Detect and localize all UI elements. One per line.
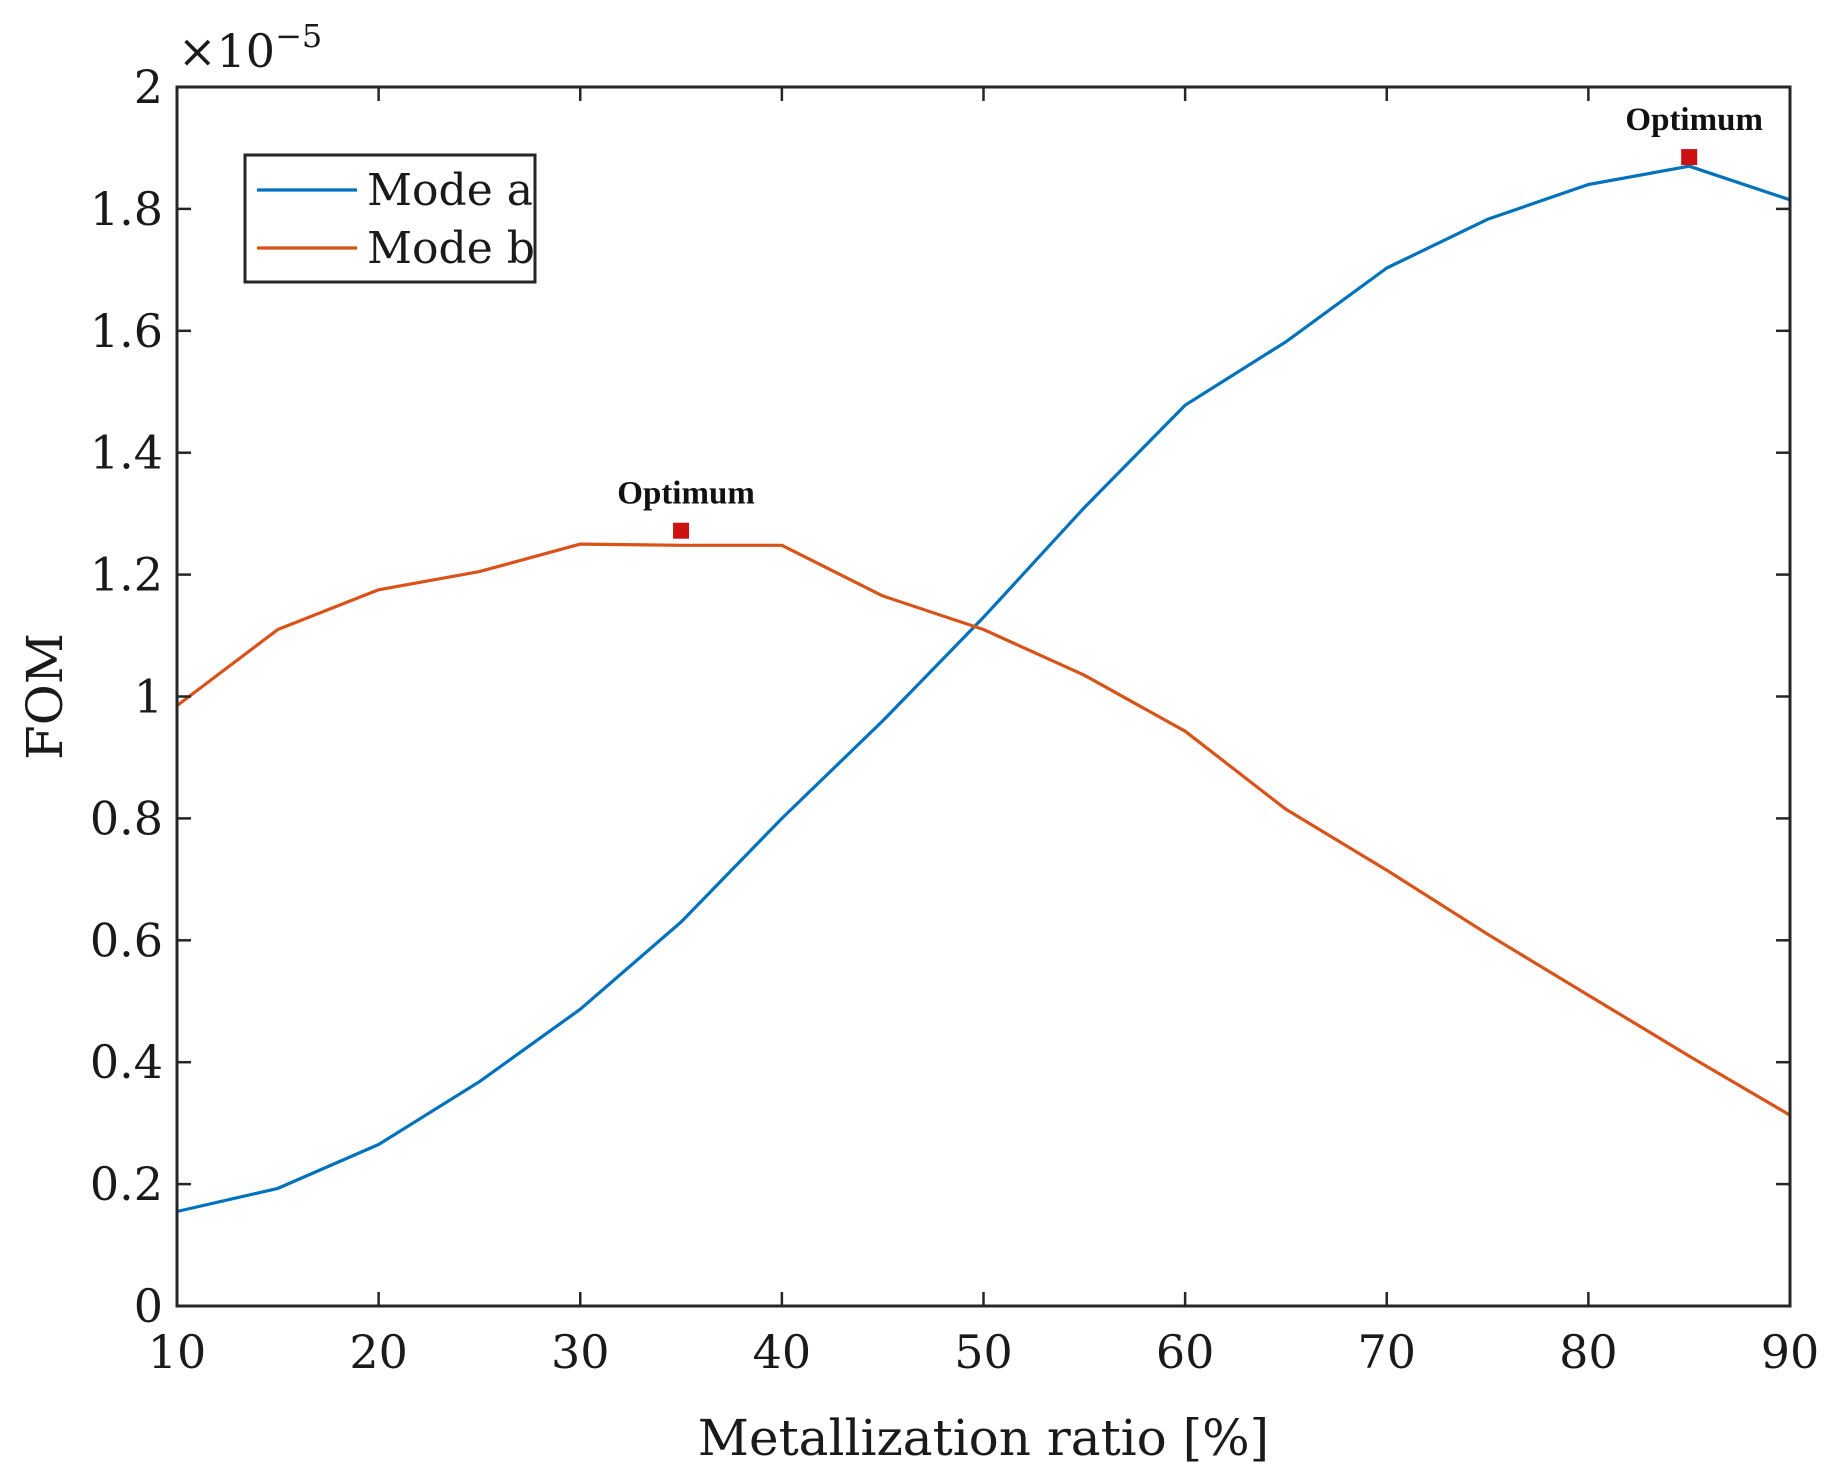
tick-labels: 10 20 30 40 50 60 70 80 90 0 0.2 0.4 0.6 0.8 1 1.2 1.4 1.… [90,60,1819,1379]
x-tick-label: 20 [349,1325,408,1379]
axis-ticks [175,85,1792,1308]
y-tick-label: 0.6 [90,913,163,967]
x-tick-label: 40 [753,1325,812,1379]
x-tick-label: 90 [1761,1325,1820,1379]
y-axis-title: FOM [16,633,74,760]
optimum-label: Optimum [1625,102,1763,138]
plot-lines [176,164,1791,1214]
x-tick-label: 80 [1559,1325,1618,1379]
x-axis-title: Metallization ratio [%] [698,1409,1269,1467]
x-tick-label: 10 [148,1325,207,1379]
multiplier-base: ×10 [178,24,275,78]
annotations: Optimum Optimum [617,102,1763,539]
legend-label: Mode a [367,165,533,216]
legend-label: Mode b [367,223,535,274]
series-line-mode-a [176,164,1791,1214]
y-tick-label: 1.2 [90,548,163,602]
x-tick-label: 30 [551,1325,610,1379]
x-tick-label: 50 [954,1325,1013,1379]
y-tick-label: 0.8 [90,791,163,845]
y-tick-label: 1.4 [90,426,163,480]
legend-box [243,153,537,284]
optimum-marker [673,522,690,539]
legend: Mode a Mode b [243,153,537,284]
y-tick-label: 1 [134,670,163,724]
x-tick-label: 60 [1156,1325,1215,1379]
y-tick-label: 0 [134,1279,163,1333]
series-line-mode-b [176,542,1791,1117]
optimum-label: Optimum [617,476,755,512]
y-tick-label: 1.8 [90,182,163,236]
multiplier-exponent: −5 [275,17,322,55]
x-tick-label: 70 [1357,1325,1416,1379]
y-tick-label: 2 [134,60,163,114]
optimum-marker [1681,149,1698,166]
y-axis-multiplier: ×10−5 [178,17,322,78]
y-tick-label: 1.6 [90,304,163,358]
y-tick-label: 0.2 [90,1157,163,1211]
y-tick-label: 0.4 [90,1035,163,1089]
